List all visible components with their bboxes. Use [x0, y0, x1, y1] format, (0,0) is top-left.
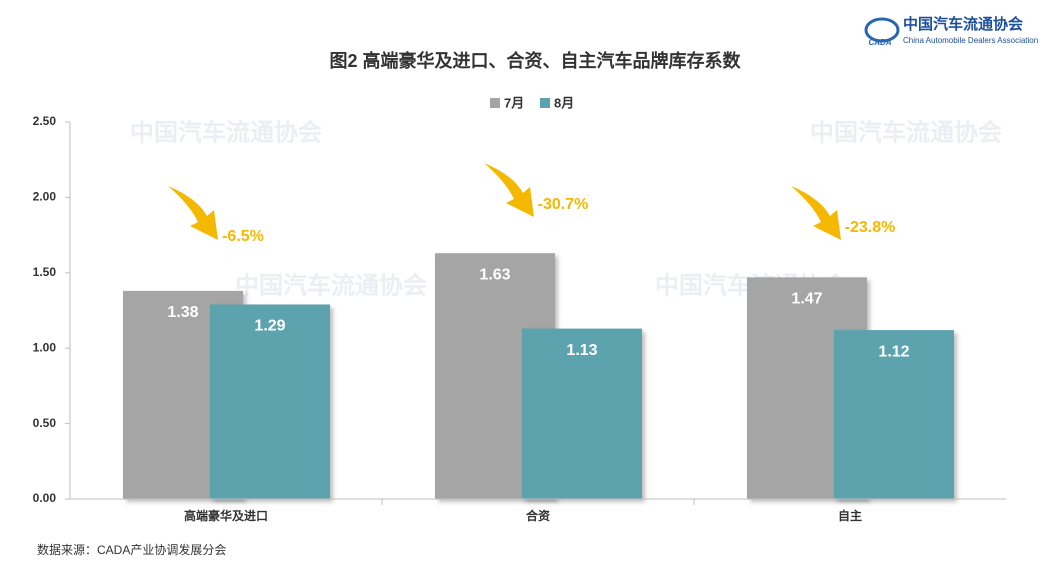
- arrow: [791, 186, 841, 240]
- watermark: 中国汽车流通协会: [235, 271, 427, 299]
- annotation: -23.8%: [845, 219, 896, 236]
- source-note: 数据来源：CADA产业协调发展分会: [37, 542, 226, 557]
- y-tick-label: 0.50: [33, 416, 57, 430]
- arrow: [484, 163, 534, 217]
- x-tick-label: 高端豪华及进口: [184, 508, 268, 523]
- watermark: 中国汽车流通协会: [810, 118, 1002, 146]
- logo-mark: CADA: [868, 38, 891, 47]
- data-label: 1.13: [566, 342, 597, 359]
- chart-title: 图2 高端豪华及进口、合资、自主汽车品牌库存系数: [329, 50, 741, 71]
- y-tick-label: 0.00: [33, 491, 57, 505]
- y-tick-label: 1.50: [33, 265, 57, 279]
- logo-icon: [864, 17, 900, 43]
- bar: [834, 330, 954, 499]
- legend-swatch: [490, 98, 500, 108]
- data-label: 1.63: [479, 266, 510, 283]
- x-tick-label: 自主: [838, 508, 862, 523]
- logo-name-cn: 中国汽车流通协会: [903, 15, 1023, 33]
- logo-name-en: China Automobile Dealers Association: [903, 36, 1038, 45]
- arrows: [168, 163, 841, 240]
- logo: CADA 中国汽车流通协会 China Automobile Dealers A…: [864, 15, 1038, 47]
- data-label: 1.38: [167, 304, 198, 321]
- annotation: -6.5%: [222, 228, 264, 245]
- data-label: 1.47: [791, 291, 822, 308]
- y-tick-label: 1.00: [33, 340, 57, 354]
- annotation: -30.7%: [538, 196, 589, 213]
- legend-swatch: [540, 98, 550, 108]
- bar: [522, 328, 642, 499]
- legend-label: 8月: [554, 95, 574, 110]
- legend-label: 7月: [504, 95, 524, 110]
- watermark: 中国汽车流通协会: [130, 118, 322, 146]
- y-tick-label: 2.50: [33, 114, 57, 128]
- data-label: 1.29: [254, 318, 285, 335]
- x-tick-label: 合资: [526, 508, 550, 523]
- bar: [210, 304, 330, 499]
- arrow: [168, 186, 218, 240]
- y-tick-label: 2.00: [33, 190, 57, 204]
- data-label: 1.12: [878, 343, 909, 360]
